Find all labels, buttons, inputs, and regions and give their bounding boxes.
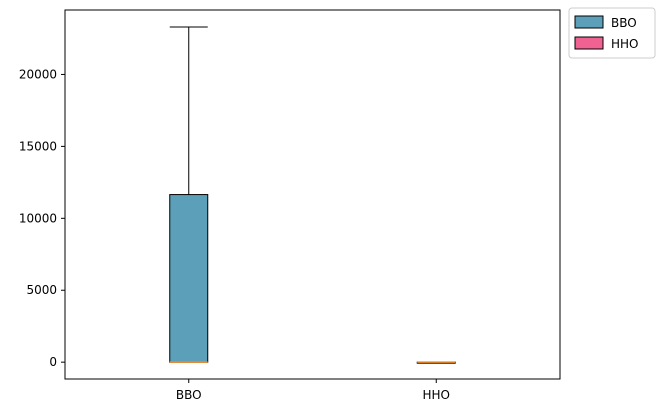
plot-layer bbox=[169, 26, 456, 364]
legend-label-bbo: BBO bbox=[611, 16, 637, 30]
axis-layer: 0 5000 10000 15000 20000 BBO HHO bbox=[19, 67, 450, 402]
plot-frame bbox=[64, 9, 561, 380]
x-tick-label: BBO bbox=[176, 388, 202, 402]
legend-label-hho: HHO bbox=[611, 37, 639, 51]
legend[interactable]: BBO HHO bbox=[568, 7, 656, 59]
y-tick-label: 20000 bbox=[19, 67, 57, 81]
y-tick-label: 15000 bbox=[19, 139, 57, 153]
legend-swatch-bbo bbox=[574, 15, 604, 29]
y-tick-label: 5000 bbox=[26, 283, 57, 297]
x-tick-label: HHO bbox=[423, 388, 451, 402]
box-bbo bbox=[169, 26, 209, 363]
plot-background bbox=[65, 10, 560, 379]
box-body bbox=[169, 194, 209, 363]
y-tick-label: 0 bbox=[49, 355, 57, 369]
box-hho bbox=[416, 361, 456, 364]
y-tick-label: 10000 bbox=[19, 211, 57, 225]
legend-swatch-hho bbox=[574, 36, 604, 50]
